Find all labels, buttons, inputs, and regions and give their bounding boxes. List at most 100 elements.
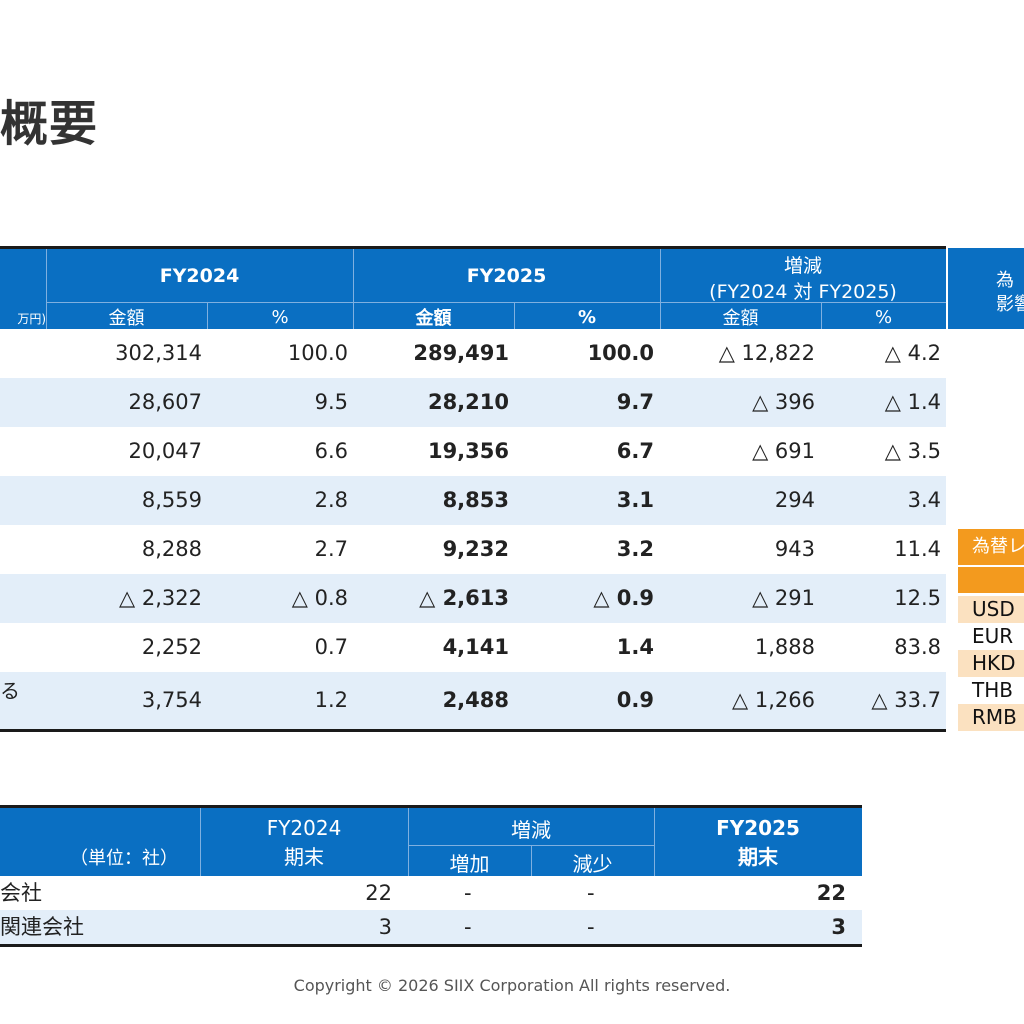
change-pct: △ 4.2 (884, 341, 941, 365)
fy2024-pct: 2.7 (314, 537, 348, 561)
fy2025-pct: 3.1 (616, 488, 654, 512)
fy2024-amount: 8,559 (141, 488, 202, 512)
fx-currency-rmb: RMB (958, 704, 1024, 731)
divider (408, 808, 409, 876)
fy2024-amount: △ 2,322 (119, 586, 202, 610)
change-pct: 12.5 (894, 586, 941, 610)
change-amount: △ 12,822 (718, 341, 815, 365)
change-amount: △ 396 (752, 390, 815, 414)
fx-impact-header: 為 影響 (948, 248, 1024, 329)
fx-impact-header-line1: 為 (996, 270, 1014, 291)
divider (514, 303, 515, 329)
fy2024-amount: 8,288 (141, 537, 202, 561)
change-amount: △ 691 (752, 439, 815, 463)
fy2024-amount: 302,314 (115, 341, 202, 365)
fy2025-pct: 3.2 (616, 537, 654, 561)
fy2025-amount: 2,488 (442, 688, 509, 712)
divider (46, 249, 47, 329)
group-change-subtitle: (FY2024 対 FY2025) (709, 280, 897, 303)
divider (821, 303, 822, 329)
fy2024-period-end: 期末 (284, 844, 324, 869)
change-pct: △ 1.4 (884, 390, 941, 414)
fy2024-header: FY2024 (266, 816, 342, 840)
fy2024-pct: 2.8 (314, 488, 348, 512)
table-row: 会社 22 - - 22 (0, 876, 862, 910)
table-row: 8,559 2.8 8,853 3.1 294 3.4 (0, 476, 946, 525)
fy2024-pct: 6.6 (314, 439, 348, 463)
divider (200, 808, 201, 876)
fx-rate-header: 為替レ (958, 529, 1024, 565)
change-amount: △ 1,266 (732, 688, 815, 712)
fy2025-pct: 100.0 (587, 341, 654, 365)
fy2025-amount: 289,491 (413, 341, 509, 365)
fx-currency-hkd: HKD (958, 650, 1024, 677)
change-pct: 3.4 (907, 488, 941, 512)
fy2024-pct: 100.0 (287, 341, 348, 365)
change-pct-header: % (874, 306, 893, 328)
fy2025-pct: 0.9 (616, 688, 654, 712)
copyright-footer: Copyright © 2026 SIIX Corporation All ri… (293, 976, 731, 995)
fy2024-amount-header: 金額 (108, 308, 145, 329)
fy2025-pct: 9.7 (616, 390, 654, 414)
change-pct: 11.4 (894, 537, 941, 561)
fy2024-pct: 0.7 (314, 635, 348, 659)
decrease-count: - (587, 881, 595, 905)
change-amount-header: 金額 (722, 308, 759, 329)
table-row: 28,607 9.5 28,210 9.7 △ 396 △ 1.4 (0, 378, 946, 427)
fx-impact-header-line2: 影響 (996, 294, 1024, 315)
fx-rate-subheader (958, 567, 1024, 593)
divider (46, 302, 946, 303)
change-amount: △ 291 (752, 586, 815, 610)
divider (207, 303, 208, 329)
fy2025-pct: 1.4 (616, 635, 654, 659)
fy2025-amount-header: 金額 (415, 308, 452, 329)
fy2024-amount: 20,047 (128, 439, 202, 463)
fx-currency-thb: THB (972, 678, 1013, 702)
fy2024-pct: 9.5 (314, 390, 348, 414)
increase-header: 増加 (449, 851, 490, 876)
fy2025-pct: △ 0.9 (593, 586, 654, 610)
fy2025-amount: 8,853 (442, 488, 509, 512)
divider (531, 846, 532, 876)
fy2025-header: FY2025 (716, 816, 800, 840)
decrease-header: 減少 (572, 851, 613, 876)
fy2025-amount: △ 2,613 (419, 586, 509, 610)
fy2024-amount: 2,252 (141, 635, 202, 659)
fx-currency-eur: EUR (972, 624, 1014, 648)
change-pct: △ 33.7 (871, 688, 941, 712)
change-amount: 1,888 (754, 635, 815, 659)
fy2025-amount: 4,141 (442, 635, 509, 659)
fx-currency-usd: USD (958, 596, 1024, 623)
table-row: る 3,754 1.2 2,488 0.9 △ 1,266 △ 33.7 (0, 672, 946, 729)
decrease-count: - (587, 915, 595, 939)
table-row: 20,047 6.6 19,356 6.7 △ 691 △ 3.5 (0, 427, 946, 476)
divider (408, 845, 654, 846)
change-header: 増減 (511, 817, 551, 842)
row-label: 関連会社 (0, 915, 84, 939)
fy2025-amount: 28,210 (427, 390, 509, 414)
change-pct: 83.8 (894, 635, 941, 659)
change-amount: 294 (774, 488, 815, 512)
table-row: 2,252 0.7 4,141 1.4 1,888 83.8 (0, 623, 946, 672)
table-row: 関連会社 3 - - 3 (0, 910, 862, 944)
row-label: 会社 (0, 881, 42, 905)
row-label: る (0, 679, 20, 703)
group-change-title: 増減 (783, 254, 822, 277)
fy2024-count: 22 (365, 881, 392, 905)
fy2025-period-end: 期末 (738, 844, 778, 869)
fy2025-amount: 9,232 (442, 537, 509, 561)
divider (654, 808, 655, 876)
fy2025-count: 3 (831, 915, 846, 939)
fy2024-amount: 28,607 (128, 390, 202, 414)
table-bottom-border (0, 944, 862, 947)
increase-count: - (464, 881, 472, 905)
change-amount: 943 (774, 537, 815, 561)
group-fy2024: FY2024 (159, 265, 240, 287)
page-title: 概要 (0, 96, 99, 152)
table-bottom-border (0, 729, 946, 732)
fy2025-pct: 6.7 (616, 439, 654, 463)
fy2024-amount: 3,754 (141, 688, 202, 712)
unit-label: 万円) (17, 311, 46, 326)
group-fy2025: FY2025 (466, 265, 547, 287)
financial-table-header: 万円) FY2024 FY2025 増減 (FY2024 対 FY2025) 金… (0, 246, 946, 329)
